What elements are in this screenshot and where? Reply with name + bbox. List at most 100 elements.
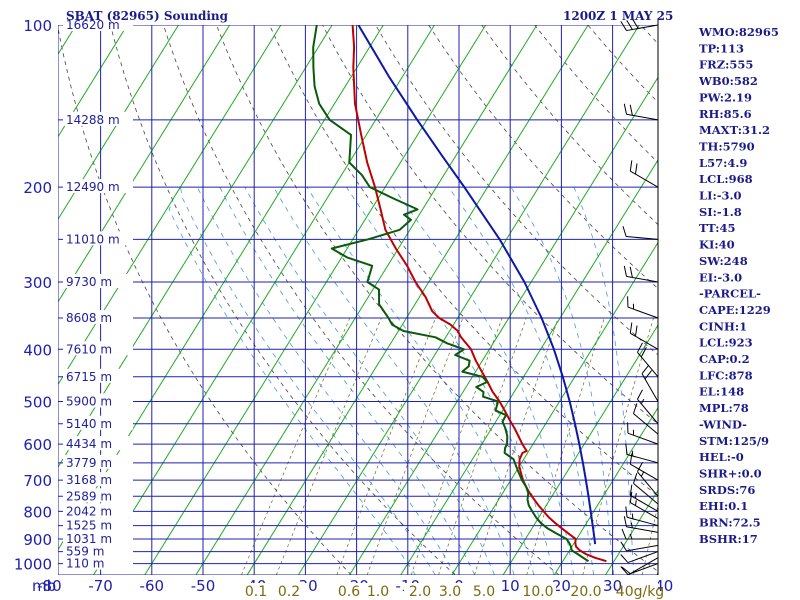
height-label: 5900 m [66,394,112,408]
height-label-bg [63,341,133,356]
height-label-bg [63,555,133,570]
stability-index: -WIND- [699,417,747,431]
height-label: 11010 m [66,232,120,246]
index-bg [696,450,796,465]
isotherm-line [93,25,435,575]
wind-barb [627,422,659,445]
wind-barb [633,473,659,505]
mixing-ratio-line [438,317,527,575]
mixing-ratio-label-bg [240,583,274,598]
dry-adiabat [269,25,658,497]
mixing-ratio-label-bg [273,583,307,598]
wind-barb [622,226,659,240]
index-bg [696,106,796,121]
mixing-ratio-label-bg [570,583,604,598]
index-bg [696,90,796,105]
mixing-ratio-label-bg [333,583,367,598]
moist-adiabat [180,187,436,575]
stability-index: SHR+:0.0 [699,466,762,480]
mixing-ratio-label-bg [404,583,438,598]
height-label-bg [63,393,133,408]
dry-adiabat [428,25,658,289]
height-label: 9730 m [66,275,112,289]
stability-index: EI:-3.0 [699,270,742,284]
wind-barb [625,443,659,464]
pressure-tick-label: 500 [23,393,52,411]
wind-barb [621,528,658,540]
isotherm-line [400,159,658,575]
index-bg [696,123,796,138]
mixing-ratio-label: 3.0 [439,584,461,600]
temperature-profile [351,25,607,563]
wind-barb [636,342,659,378]
stability-index: BSHR:17 [699,532,758,546]
pressure-tick-label: 100 [23,17,52,35]
mixing-ratio-label-bg [522,583,556,598]
isotherm-line [246,25,589,575]
height-label-bg [63,111,133,126]
stability-index: KI:40 [699,238,735,252]
moist-adiabat [197,186,456,575]
stability-index: EL:148 [699,385,744,399]
height-label: 110 m [66,557,104,571]
height-label-bg [63,530,133,545]
mixing-ratio-line [474,317,559,575]
mixing-ratio-label-bg [362,583,396,598]
stability-index: SRDS:76 [699,483,755,497]
height-label: 1031 m [66,532,112,546]
isotherm-line [553,406,658,575]
isotherm-line [349,76,658,575]
pressure-tick-label: 800 [23,503,52,521]
height-label-bg [63,415,133,430]
index-bg [696,204,796,219]
isotherm-line [451,241,658,575]
height-label-bg [63,17,133,31]
wind-barb [627,296,659,319]
stability-index: HEL:-0 [699,450,744,464]
wind-barb [633,403,659,435]
index-bg [696,482,796,497]
height-label: 3779 m [66,456,112,470]
index-bg [696,417,796,432]
index-bg [696,302,796,317]
height-label: 8608 m [66,311,112,325]
wind-barb [623,103,659,121]
temperature-tick-label: -50 [191,577,216,595]
wind-barb [620,19,659,32]
stability-index: MPL:78 [699,401,749,415]
index-bg [696,155,796,170]
index-bg [696,368,796,383]
height-label-bg [63,231,133,246]
stability-index: EHI:0.1 [699,499,748,513]
temperature-tick-label: -60 [140,577,165,595]
wind-barb [629,322,659,350]
mixing-ratio-label: 10.0 [522,584,553,600]
wind-barb [623,265,659,283]
height-label-bg [63,503,133,518]
wind-barb [623,516,659,533]
mixing-ratio-label: 5.0 [473,584,495,600]
isotherms [58,25,658,575]
stability-index: CINH:1 [699,319,747,333]
index-bg [696,57,796,72]
stability-index: PW:2.19 [699,90,752,104]
height-label: 7610 m [66,342,112,356]
wind-barb [636,389,659,425]
temperature-tick-label: 10 [501,577,520,595]
height-label-bg [63,273,133,288]
height-label: 3168 m [66,473,112,487]
isotherm-line [58,25,231,303]
pressure-tick-label: 900 [23,531,52,549]
height-label: 14288 m [66,113,120,127]
stability-index: BRN:72.5 [699,516,761,530]
height-label: 2042 m [66,504,112,518]
index-bg [696,188,796,203]
height-label: 1525 m [66,519,112,533]
wind-barb [620,551,659,564]
height-label-bg [63,179,133,194]
height-label-bg [63,368,133,383]
temperature-tick-label: -80 [37,577,62,595]
index-bg [696,384,796,399]
height-label: 559 m [66,545,104,559]
isotherm-line [58,25,282,386]
